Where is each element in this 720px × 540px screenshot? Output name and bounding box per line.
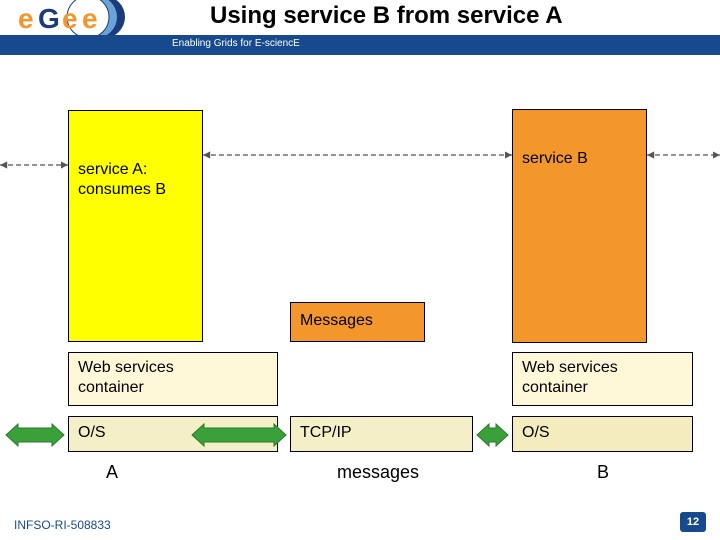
bottom-label-b: B: [597, 462, 609, 483]
os-left-label: O/S: [78, 424, 106, 442]
svg-text:e: e: [62, 3, 78, 34]
service-a-label: service A:consumes B: [78, 160, 166, 200]
svg-text:G: G: [38, 3, 60, 34]
footer-left: INFSO-RI-508833: [14, 518, 111, 532]
slide-tagline: Enabling Grids for E-sciencE: [172, 38, 300, 49]
ws-left-label: Web servicescontainer: [78, 358, 174, 398]
tcpip-label: TCP/IP: [300, 424, 352, 442]
svg-text:e: e: [82, 3, 98, 34]
header-bar: [0, 35, 720, 55]
service-b-box: [512, 109, 647, 343]
service-a-box: [68, 110, 203, 342]
service-b-label: service B: [522, 150, 588, 168]
bottom-label-a: A: [106, 462, 118, 483]
bottom-label-messages: messages: [337, 462, 419, 483]
page-number-badge: 12: [680, 512, 706, 532]
ws-right-label: Web servicescontainer: [522, 358, 618, 398]
slide-title: Using service B from service A: [210, 2, 563, 30]
messages-label: Messages: [300, 312, 373, 330]
svg-text:e: e: [18, 3, 34, 34]
os-right-label: O/S: [522, 424, 550, 442]
